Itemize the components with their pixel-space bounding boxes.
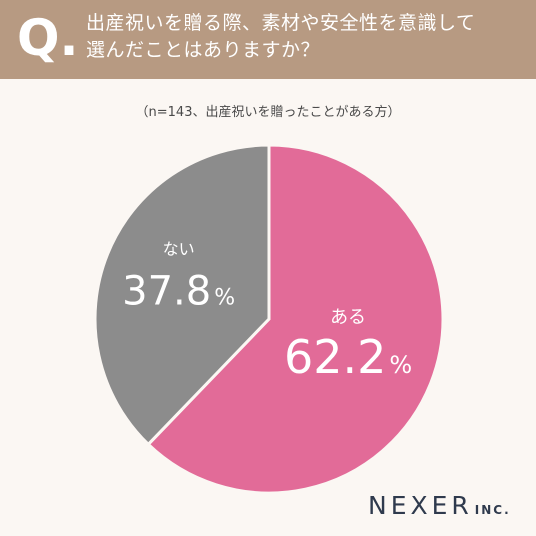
pie-slice-no	[93, 143, 271, 447]
logo-wordmark: NEXER	[368, 491, 473, 520]
company-logo: NEXER INC.	[368, 491, 511, 520]
slice-value-no: 37.8%	[122, 269, 235, 315]
question-line-2: 選んだことはありますか？	[86, 39, 321, 61]
question-line-1: 出産祝いを贈る際、素材や安全性を意識して	[86, 12, 476, 34]
question-text: 出産祝いを贈る際、素材や安全性を意識して 選んだことはありますか？	[86, 10, 526, 64]
slice-label-yes: ある	[330, 307, 366, 328]
logo-inc: INC.	[474, 503, 511, 517]
question-banner: Q. 出産祝いを贈る際、素材や安全性を意識して 選んだことはありますか？	[0, 0, 536, 79]
sample-note: （n=143、出産祝いを贈ったことがある方）	[135, 105, 401, 120]
question-mark-label: Q.	[17, 9, 79, 67]
slice-label-no: ない	[163, 240, 195, 259]
pie-slice-yes	[146, 143, 445, 495]
slice-value-yes: 62.2%	[284, 330, 412, 384]
